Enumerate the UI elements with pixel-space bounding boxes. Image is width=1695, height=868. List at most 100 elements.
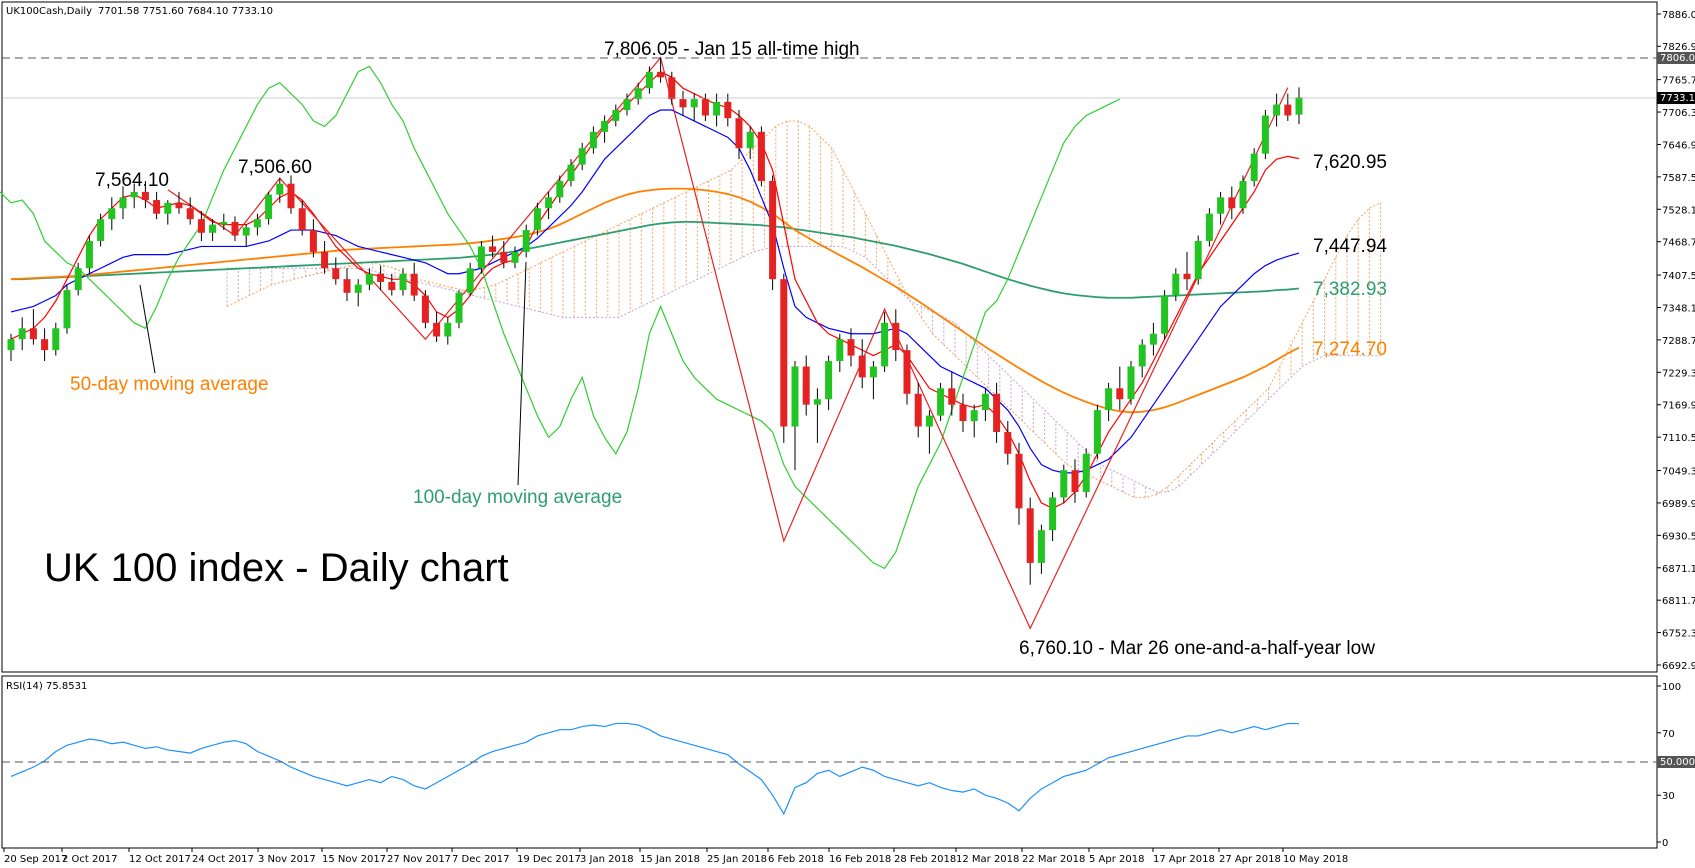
candle-body bbox=[1060, 470, 1068, 498]
candle-body bbox=[892, 322, 900, 351]
price-tick-label: 7765.70 bbox=[1662, 76, 1695, 87]
ma50-pointer bbox=[139, 284, 156, 374]
candle-body bbox=[1273, 104, 1281, 116]
candle-body bbox=[276, 183, 284, 195]
candle-body bbox=[1194, 240, 1202, 280]
candle-body bbox=[813, 399, 821, 405]
ma100-value: 7,382.93 bbox=[1313, 279, 1387, 300]
candle-body bbox=[343, 279, 351, 293]
price-tick-label: 7049.30 bbox=[1662, 467, 1695, 478]
candle-body bbox=[769, 180, 777, 280]
candle-body bbox=[1127, 366, 1135, 400]
candle-body bbox=[489, 246, 497, 252]
candle-body bbox=[421, 295, 429, 323]
candle-body bbox=[1239, 180, 1247, 209]
candle-body bbox=[1205, 213, 1213, 241]
kijun-value: 7,447.94 bbox=[1313, 236, 1387, 257]
candle-body bbox=[993, 393, 1001, 432]
time-tick-label: 27 Nov 2017 bbox=[387, 854, 451, 865]
price-tick-label: 7886.00 bbox=[1662, 10, 1695, 21]
candle-body bbox=[321, 251, 329, 269]
ma50-line bbox=[10, 187, 1300, 414]
time-tick-label: 10 May 2018 bbox=[1283, 854, 1348, 865]
ma100-pointer bbox=[517, 261, 527, 486]
chikou-line bbox=[0, 65, 1121, 570]
price-tick-label: 6752.30 bbox=[1662, 629, 1695, 640]
candle-body bbox=[85, 240, 93, 269]
rsi-level-badge-label: 50.0000 bbox=[1660, 757, 1695, 768]
candle-body bbox=[500, 251, 508, 263]
price-tick-label: 7706.30 bbox=[1662, 108, 1695, 119]
candle-body bbox=[1105, 388, 1113, 411]
candle-body bbox=[186, 208, 194, 220]
ma100-line bbox=[11, 220, 1300, 299]
candle-body bbox=[1183, 273, 1191, 280]
candle-body bbox=[119, 197, 127, 209]
candle-body bbox=[511, 251, 519, 263]
candle-body bbox=[175, 202, 183, 209]
candle-body bbox=[780, 279, 788, 427]
candle-body bbox=[74, 268, 82, 291]
candle-body bbox=[657, 71, 665, 78]
candle-body bbox=[410, 273, 418, 296]
price-tick-label: 6692.90 bbox=[1662, 661, 1695, 672]
time-tick-label: 28 Feb 2018 bbox=[894, 854, 956, 865]
candle-body bbox=[1284, 104, 1292, 116]
price-tick-label: 7468.70 bbox=[1662, 238, 1695, 249]
candlesticks bbox=[7, 57, 1303, 585]
ma50-label: 50-day moving average bbox=[70, 374, 269, 395]
last-price-badge-label: 7733.10 bbox=[1660, 93, 1695, 104]
time-tick-label: 2 Oct 2017 bbox=[62, 854, 117, 865]
zigzag-line bbox=[167, 56, 1289, 630]
candle-body bbox=[914, 393, 922, 427]
time-tick-label: 22 Mar 2018 bbox=[1022, 854, 1085, 865]
rsi-tick-label: 30 bbox=[1662, 791, 1675, 802]
peak1-annotation: 7,564.10 bbox=[95, 170, 169, 191]
ma100-label: 100-day moving average bbox=[413, 487, 622, 508]
candle-body bbox=[1004, 431, 1012, 454]
candle-body bbox=[970, 410, 978, 422]
candle-body bbox=[287, 183, 295, 209]
price-tick-label: 7646.90 bbox=[1662, 140, 1695, 151]
candle-body bbox=[903, 350, 911, 394]
candle-body bbox=[298, 208, 306, 231]
candle-body bbox=[645, 71, 653, 89]
price-axis: 7886.00 7826.90 7765.70 7706.30 7646.90 7587.… bbox=[1657, 10, 1695, 849]
tenkan-value: 7,620.95 bbox=[1313, 152, 1387, 173]
candle-body bbox=[1093, 410, 1101, 454]
indicator-lines bbox=[0, 65, 1300, 570]
candle-body bbox=[444, 322, 452, 337]
candle-body bbox=[1071, 470, 1079, 492]
price-tick-label: 6930.50 bbox=[1662, 531, 1695, 542]
candle-body bbox=[153, 200, 161, 214]
candle-body bbox=[836, 339, 844, 362]
candle-body bbox=[937, 388, 945, 416]
ohlc-values: 7701.58 7751.60 7684.10 7733.10 bbox=[98, 6, 273, 17]
price-tick-label: 7826.90 bbox=[1662, 42, 1695, 53]
candle-body bbox=[97, 219, 105, 241]
candle-body bbox=[1217, 197, 1225, 214]
price-tick-label: 7407.50 bbox=[1662, 271, 1695, 282]
candle-body bbox=[253, 219, 261, 228]
last-price-badge bbox=[1657, 92, 1695, 104]
candle-body bbox=[1015, 453, 1023, 509]
candle-body bbox=[869, 366, 877, 378]
kijun-line bbox=[10, 109, 1300, 474]
candle-body bbox=[1082, 453, 1090, 492]
time-tick-label: 15 Jan 2018 bbox=[640, 854, 700, 865]
time-tick-label: 24 Oct 2017 bbox=[192, 854, 254, 865]
rsi-indicator bbox=[10, 722, 1300, 816]
candle-body bbox=[701, 99, 709, 116]
candle-body bbox=[668, 77, 676, 100]
candle-body bbox=[41, 339, 49, 351]
time-tick-label: 12 Mar 2018 bbox=[956, 854, 1019, 865]
candle-body bbox=[533, 208, 541, 231]
candle-body bbox=[197, 219, 205, 233]
price-tick-label: 7110.50 bbox=[1662, 433, 1695, 444]
candle-body bbox=[231, 221, 239, 236]
senkou-span-b bbox=[227, 245, 1381, 493]
candle-body bbox=[365, 273, 373, 285]
rsi-line bbox=[10, 722, 1300, 816]
candle-body bbox=[589, 131, 597, 149]
